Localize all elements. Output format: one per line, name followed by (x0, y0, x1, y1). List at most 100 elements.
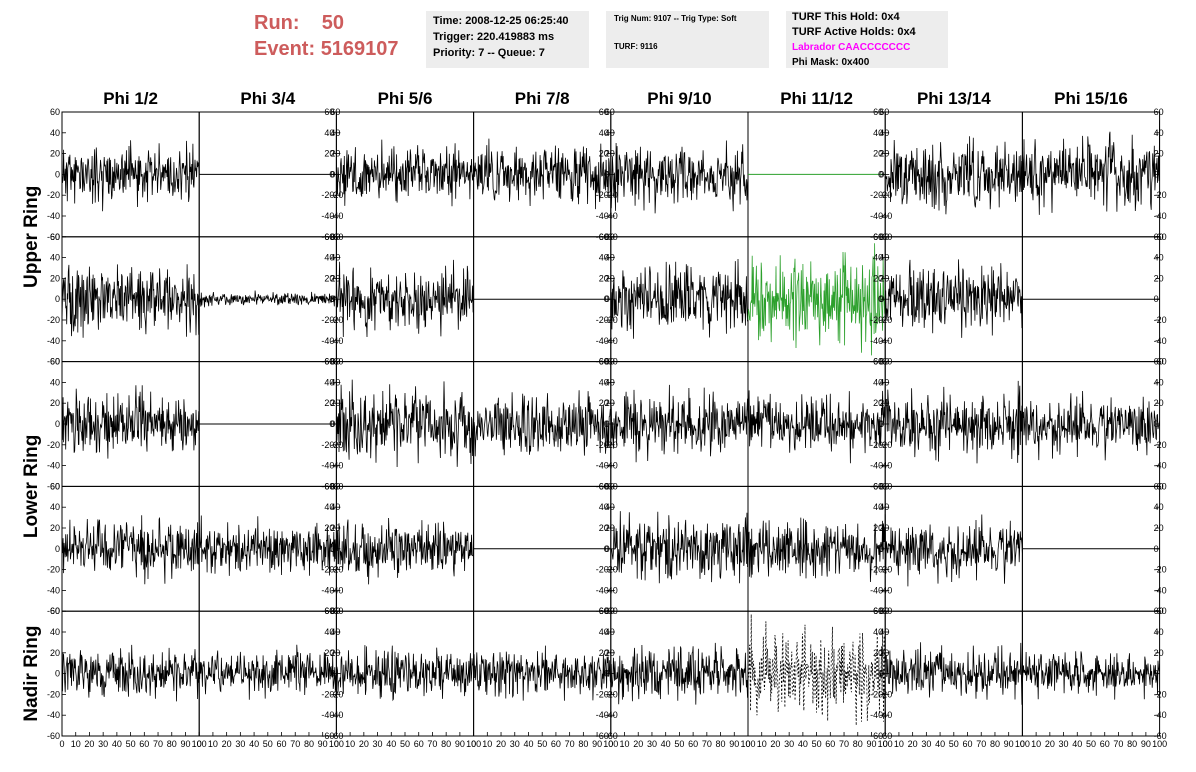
y-tick-label: 40 (330, 128, 340, 138)
y-tick-label: -20 (596, 440, 609, 450)
y-tick-label: 0 (605, 169, 610, 179)
x-tick-label: 60 (277, 739, 287, 749)
y-tick-label: 60 (879, 606, 889, 616)
waveform-trace (610, 140, 749, 214)
waveform-trace (747, 243, 886, 356)
y-tick-label: 60 (599, 357, 609, 367)
waveform-trace (198, 290, 337, 308)
y-tick-label: -60 (47, 232, 60, 242)
x-tick-label: 20 (1045, 739, 1055, 749)
x-tick-label: 10 (71, 739, 81, 749)
y-tick-label: -60 (1154, 232, 1167, 242)
y-tick-label: 20 (324, 398, 334, 408)
y-tick-label: 0 (55, 669, 60, 679)
y-tick-label: 60 (1154, 232, 1164, 242)
x-tick-label: 20 (770, 739, 780, 749)
y-tick-label: 40 (879, 253, 889, 263)
waveform-trace (473, 138, 612, 210)
y-tick-label: 20 (879, 273, 889, 283)
x-tick-label: 10 (894, 739, 904, 749)
x-tick-label: 70 (427, 739, 437, 749)
y-tick-label: 40 (1154, 253, 1164, 263)
x-tick-label: 70 (702, 739, 712, 749)
y-tick-label: 40 (324, 627, 334, 637)
waveform-trace (884, 136, 1023, 215)
column-header: Phi 15/16 (1054, 89, 1128, 108)
x-tick-label: 40 (249, 739, 259, 749)
x-tick-label: 70 (153, 739, 163, 749)
x-tick-label: 30 (784, 739, 794, 749)
x-tick-label: 0 (59, 739, 64, 749)
y-tick-label: -20 (870, 315, 883, 325)
y-tick-label: 40 (605, 502, 615, 512)
priority-text: Priority: 7 -- Queue: 7 (433, 47, 545, 59)
y-tick-label: 60 (50, 606, 60, 616)
x-tick-label: 80 (304, 739, 314, 749)
y-tick-label: 40 (330, 502, 340, 512)
y-tick-label: -20 (870, 689, 883, 699)
labrador-text: Labrador CAACCCCCCC (792, 42, 911, 53)
x-tick-label: 80 (1127, 739, 1137, 749)
waveform-trace (884, 642, 1023, 705)
x-tick-label: 80 (441, 739, 451, 749)
y-tick-label: 0 (879, 669, 884, 679)
y-tick-label: 60 (50, 107, 60, 117)
y-tick-label: -40 (321, 336, 334, 346)
x-tick-label: 100 (1015, 739, 1030, 749)
y-tick-label: -20 (870, 440, 883, 450)
x-tick-label: 30 (235, 739, 245, 749)
y-tick-label: -20 (596, 190, 609, 200)
x-tick-label: 90 (180, 739, 190, 749)
x-tick-label: 100 (1152, 739, 1167, 749)
x-tick-label: 50 (812, 739, 822, 749)
y-tick-label: 0 (604, 169, 609, 179)
y-tick-label: -40 (870, 585, 883, 595)
x-tick-label: 30 (510, 739, 520, 749)
x-tick-label: 70 (976, 739, 986, 749)
y-tick-label: 0 (605, 294, 610, 304)
y-tick-label: 40 (50, 253, 60, 263)
column-header: Phi 1/2 (103, 89, 158, 108)
waveform-trace (61, 515, 200, 585)
y-tick-label: 20 (324, 648, 334, 658)
y-tick-label: 60 (50, 357, 60, 367)
y-tick-label: 0 (605, 669, 610, 679)
x-tick-label: 50 (1086, 739, 1096, 749)
y-tick-label: -20 (1154, 565, 1167, 575)
y-tick-label: -20 (47, 190, 60, 200)
waveform-trace (610, 642, 749, 705)
y-tick-label: 20 (50, 648, 60, 658)
y-tick-label: 0 (55, 294, 60, 304)
y-tick-label: -60 (1154, 606, 1167, 616)
x-tick-label: 60 (551, 739, 561, 749)
x-tick-label: 50 (674, 739, 684, 749)
y-tick-label: 20 (873, 648, 883, 658)
y-tick-label: 0 (878, 294, 883, 304)
y-tick-label: -60 (47, 606, 60, 616)
y-tick-label: -40 (870, 461, 883, 471)
y-tick-label: -60 (870, 731, 883, 741)
x-tick-label: 40 (661, 739, 671, 749)
x-tick-label: 50 (949, 739, 959, 749)
y-tick-label: -60 (596, 731, 609, 741)
y-tick-label: -60 (321, 731, 334, 741)
y-tick-label: 20 (599, 149, 609, 159)
y-tick-label: 20 (50, 273, 60, 283)
y-tick-label: 40 (1154, 627, 1164, 637)
y-tick-label: 0 (329, 419, 334, 429)
y-tick-label: 40 (50, 627, 60, 637)
y-tick-label: 60 (605, 357, 615, 367)
y-tick-label: -20 (1154, 440, 1167, 450)
x-tick-label: 30 (921, 739, 931, 749)
y-tick-label: -20 (596, 565, 609, 575)
x-tick-label: 0 (745, 739, 750, 749)
y-tick-label: 0 (604, 544, 609, 554)
y-tick-label: 60 (1154, 357, 1164, 367)
y-tick-label: 40 (599, 253, 609, 263)
y-tick-label: 60 (324, 357, 334, 367)
x-tick-label: 90 (318, 739, 328, 749)
x-tick-label: 80 (716, 739, 726, 749)
y-tick-label: 0 (330, 544, 335, 554)
x-tick-label: 100 (192, 739, 207, 749)
y-tick-label: 60 (330, 481, 340, 491)
